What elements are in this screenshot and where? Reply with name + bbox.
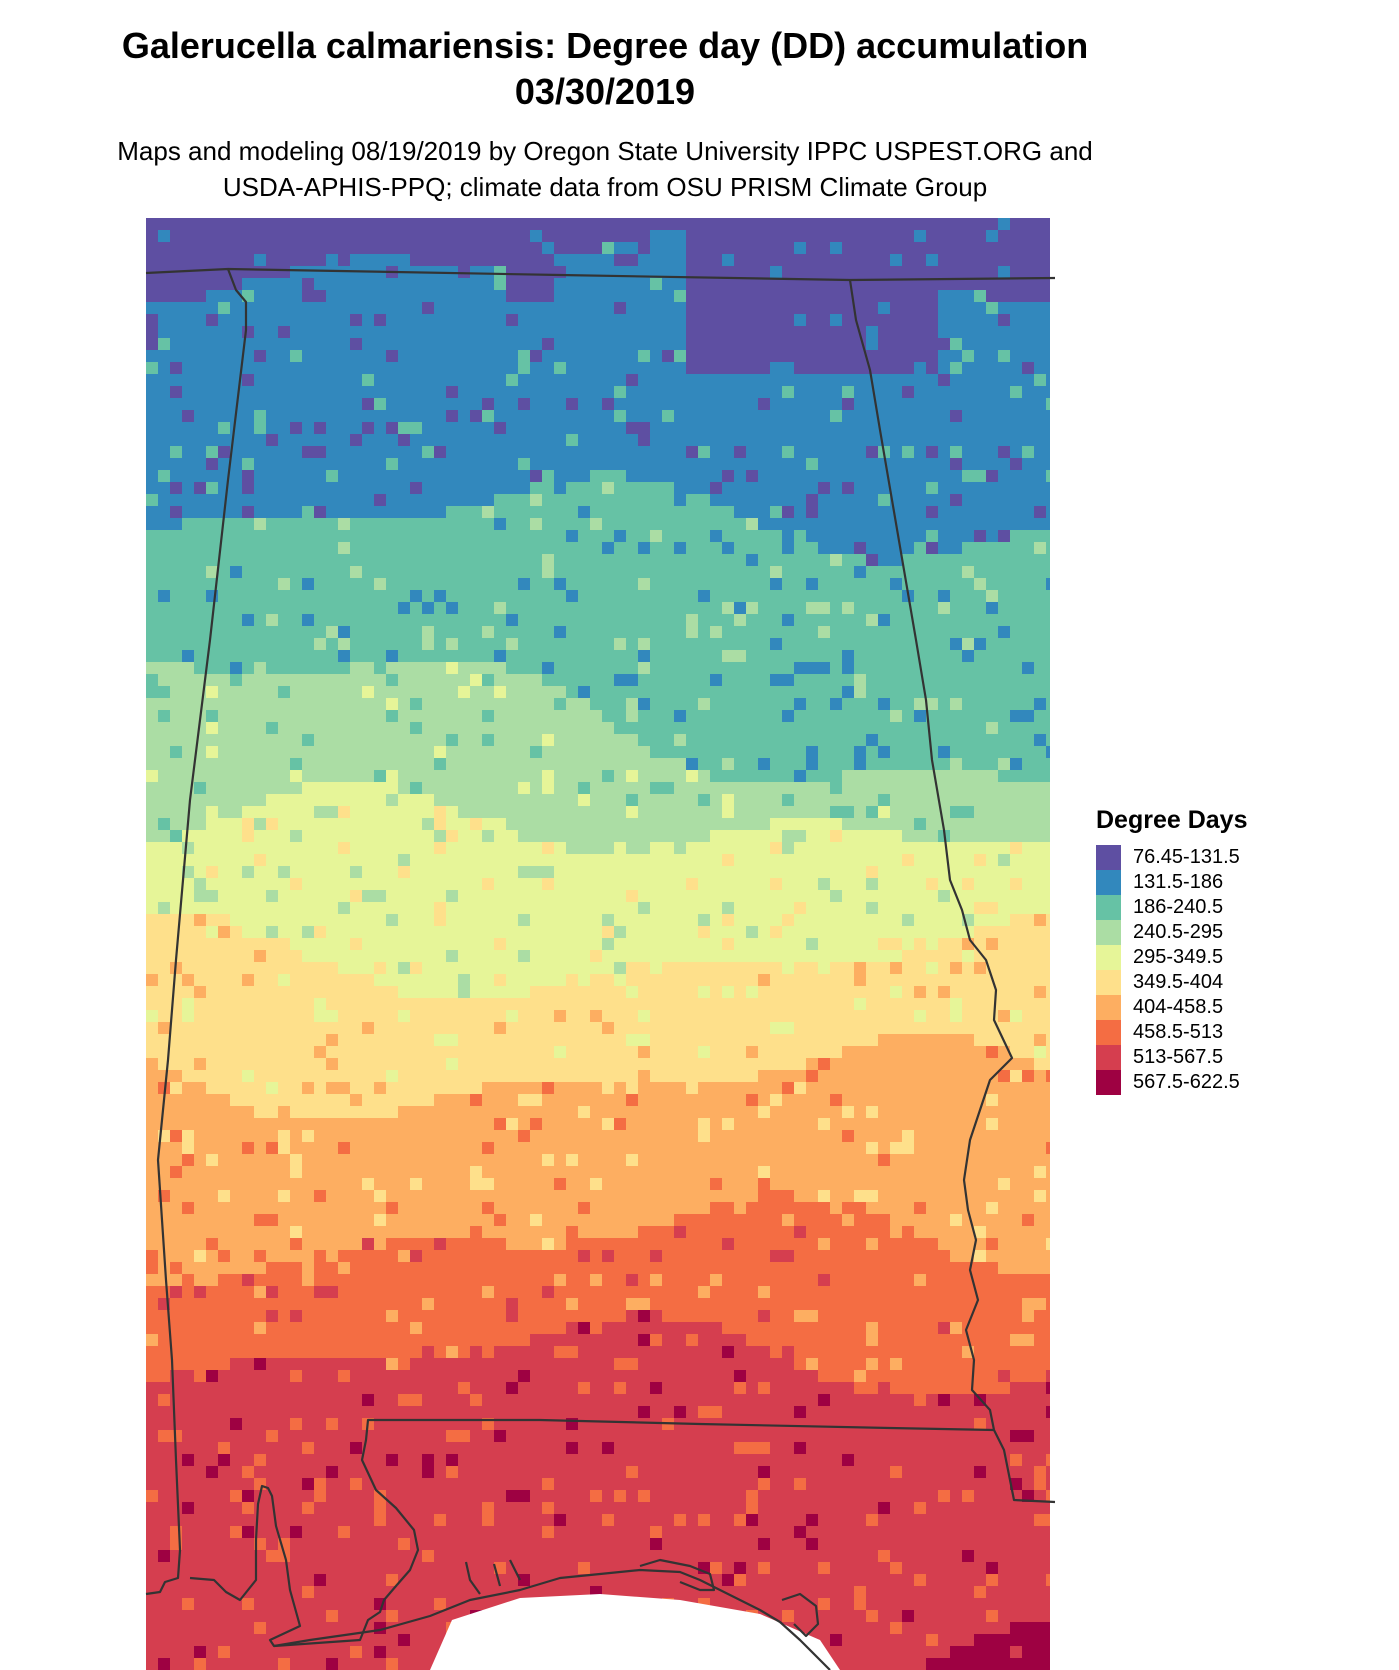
legend-item: 295-349.5 <box>1096 945 1247 970</box>
st-andrews-bay <box>781 1592 820 1638</box>
credit-line-2: USDA-APHIS-PPQ; climate data from OSU PR… <box>222 172 988 202</box>
legend-swatch <box>1096 1070 1121 1095</box>
degree-day-raster <box>146 218 1050 1670</box>
gulf-water <box>430 1594 840 1670</box>
legend-item: 131.5-186 <box>1096 870 1247 895</box>
florida-coast <box>273 1568 831 1670</box>
alabama-georgia-border <box>848 279 1014 1431</box>
alabama-florida-border <box>189 1418 995 1648</box>
legend-label: 513-567.5 <box>1133 1046 1224 1068</box>
georgia-florida-border <box>993 1429 1056 1504</box>
legend-swatch <box>1096 895 1121 920</box>
legend-item: 567.5-622.5 <box>1096 1070 1247 1095</box>
alabama-mississippi-border <box>145 268 248 1596</box>
legend: Degree Days 76.45-131.5 131.5-186 186-240.… <box>1096 806 1247 1095</box>
legend-item: 186-240.5 <box>1096 895 1247 920</box>
legend-swatch <box>1096 870 1121 895</box>
legend-label: 458.5-513 <box>1133 1021 1224 1043</box>
legend-item: 513-567.5 <box>1096 1045 1247 1070</box>
legend-swatch <box>1096 1045 1121 1070</box>
legend-title: Degree Days <box>1096 806 1248 834</box>
legend-label: 349.5-404 <box>1133 971 1224 993</box>
choctawhatchee-bay <box>639 1558 716 1592</box>
legend-item: 404-458.5 <box>1096 995 1247 1020</box>
legend-item: 76.45-131.5 <box>1096 845 1247 870</box>
legend-label: 295-349.5 <box>1133 946 1224 968</box>
map-date: 03/30/2019 <box>514 71 696 112</box>
legend-swatch <box>1096 920 1121 945</box>
legend-swatch <box>1096 845 1121 870</box>
legend-swatch <box>1096 995 1121 1020</box>
legend-label: 131.5-186 <box>1133 871 1224 893</box>
legend-swatch <box>1096 1020 1121 1045</box>
legend-label: 567.5-622.5 <box>1133 1071 1240 1093</box>
legend-label: 76.45-131.5 <box>1133 846 1240 868</box>
legend-item: 240.5-295 <box>1096 920 1247 945</box>
legend-item: 349.5-404 <box>1096 970 1247 995</box>
state-borders <box>145 267 1056 1670</box>
tennessee-border <box>145 267 1056 282</box>
legend-swatch <box>1096 945 1121 970</box>
legend-label: 240.5-295 <box>1133 921 1224 943</box>
pensacola-bay <box>464 1559 521 1595</box>
map-title: Galerucella calmariensis: Degree day (DD… <box>121 25 1089 66</box>
legend-label: 186-240.5 <box>1133 896 1224 918</box>
credit-line-1: Maps and modeling 08/19/2019 by Oregon S… <box>117 136 1093 166</box>
legend-item: 458.5-513 <box>1096 1020 1247 1045</box>
legend-label: 404-458.5 <box>1133 996 1224 1018</box>
legend-swatch <box>1096 970 1121 995</box>
